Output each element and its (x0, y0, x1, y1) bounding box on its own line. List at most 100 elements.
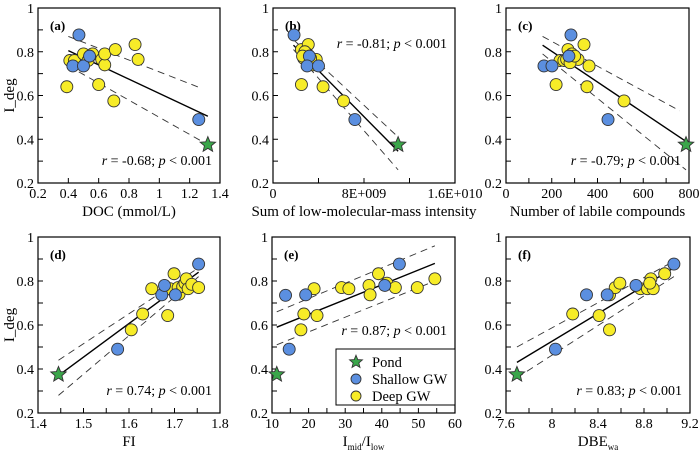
legend-pond-marker (348, 354, 364, 369)
x-axis-label: Number of labile compounds (510, 204, 686, 220)
x-tick-label: 1 (156, 187, 163, 202)
x-tick-label: 8 (549, 417, 556, 432)
deep-point (342, 282, 356, 296)
deep-point (167, 267, 181, 281)
deep-point (98, 58, 112, 72)
shallow-point (72, 28, 86, 42)
panel-label: (c) (518, 18, 532, 33)
y-tick-label: 0.4 (252, 133, 270, 148)
x-tick-label: 1.4 (211, 187, 229, 202)
correlation-stat: r = -0.79; p < 0.001 (571, 154, 681, 169)
deep-point (577, 38, 591, 51)
y-tick-label: 1 (262, 2, 269, 17)
y-tick-label: 0.8 (485, 275, 503, 290)
deep-point (297, 307, 311, 321)
shallow-point (629, 278, 643, 292)
x-axis-label: DBEwa (578, 434, 619, 451)
shallow-point (312, 59, 325, 73)
shallow-point (192, 257, 206, 271)
legend-label: Shallow GW (372, 372, 448, 388)
x-tick-label: 0 (270, 187, 277, 202)
shallow-point (549, 342, 562, 356)
shallow-point (111, 342, 125, 356)
shallow-point (348, 113, 362, 127)
y-tick-label: 0.4 (485, 363, 503, 378)
y-tick-label: 0.2 (485, 407, 503, 422)
y-tick-label: 0.8 (17, 46, 35, 61)
deep-point (294, 323, 308, 337)
y-tick-label: 0.2 (485, 177, 503, 192)
x-tick-label: 0.8 (120, 187, 138, 202)
panel-f: 7.6 8 8.4 8.8 9.2 0.2 0.4 0.6 0.8 1 DBEwa (f) r = 0.… (485, 231, 699, 451)
x-tick-label: 20 (302, 417, 316, 432)
x-tick-label: 40 (375, 417, 389, 432)
y-tick-label: 0.8 (17, 275, 35, 290)
x-tick-label: 9.2 (681, 417, 699, 432)
x-tick-label: 30 (338, 417, 352, 432)
deep-point (161, 309, 175, 322)
x-tick-label: 8.8 (635, 417, 653, 432)
deep-point (145, 282, 159, 296)
y-tick-label: 0.6 (17, 90, 35, 105)
panel-label: (a) (50, 18, 65, 33)
deep-point (192, 281, 206, 295)
x-axis-label: Imid/Ilow (343, 434, 385, 451)
ci-lower-line (58, 276, 199, 396)
x-tick-label: 1.6E+010 (428, 187, 483, 202)
x-tick-label: 1.4 (29, 417, 47, 432)
panel-b: 0 8E+009 1.6E+010 0.2 0.4 0.6 0.8 1 Sum of low-m… (251, 2, 482, 220)
y-tick-label: 1 (261, 231, 268, 246)
deep-point (316, 80, 330, 94)
legend-label: Pond (372, 355, 403, 371)
x-tick-label: 10 (265, 417, 279, 432)
deep-point (128, 38, 142, 51)
shallow-point (158, 278, 171, 292)
deep-point (294, 78, 308, 92)
y-tick-label: 0.2 (17, 407, 35, 422)
deep-point (566, 307, 580, 321)
shallow-point (299, 288, 313, 302)
shallow-point (562, 49, 576, 63)
x-tick-label: 0.6 (90, 187, 108, 202)
deep-point (410, 281, 424, 295)
deep-point (603, 323, 616, 337)
x-tick-label: 1.7 (166, 417, 184, 432)
panel-label: (f) (518, 247, 531, 262)
shallow-point (667, 257, 681, 271)
deep-point (582, 59, 596, 73)
pond-point (508, 365, 526, 383)
x-tick-label: 8E+009 (342, 187, 386, 202)
ci-lower-line (542, 53, 687, 171)
y-tick-label: 0.8 (485, 46, 503, 61)
panel-label: (e) (284, 247, 298, 262)
y-tick-label: 0.6 (17, 319, 35, 334)
deep-point (428, 272, 442, 286)
deep-point (363, 288, 377, 302)
y-tick-label: 0.2 (252, 177, 270, 192)
y-tick-label: 0.8 (252, 46, 270, 61)
y-tick-label: 0.4 (17, 363, 35, 378)
legend-shallow-marker (350, 373, 362, 385)
deep-point (372, 267, 385, 281)
shallow-point (192, 113, 206, 127)
x-tick-label: 7.6 (497, 417, 515, 432)
deep-point (549, 78, 563, 92)
x-tick-label: 50 (411, 417, 425, 432)
x-tick-label: 400 (587, 187, 608, 202)
y-tick-label: 1 (27, 231, 34, 246)
correlation-stat: r = 0.83; p < 0.001 (576, 384, 682, 399)
y-tick-label: 0.4 (251, 363, 269, 378)
pond-point (389, 135, 407, 153)
x-tick-label: 1.5 (75, 417, 93, 432)
shallow-point (300, 59, 314, 73)
x-tick-label: 800 (679, 187, 700, 202)
pond-point (199, 135, 217, 153)
ci-upper-line (58, 267, 199, 361)
y-tick-label: 0.8 (251, 275, 269, 290)
y-tick-label: 0.2 (251, 407, 269, 422)
shallow-point (392, 257, 406, 271)
deep-point (92, 78, 106, 92)
y-tick-label: 0.6 (252, 90, 270, 105)
